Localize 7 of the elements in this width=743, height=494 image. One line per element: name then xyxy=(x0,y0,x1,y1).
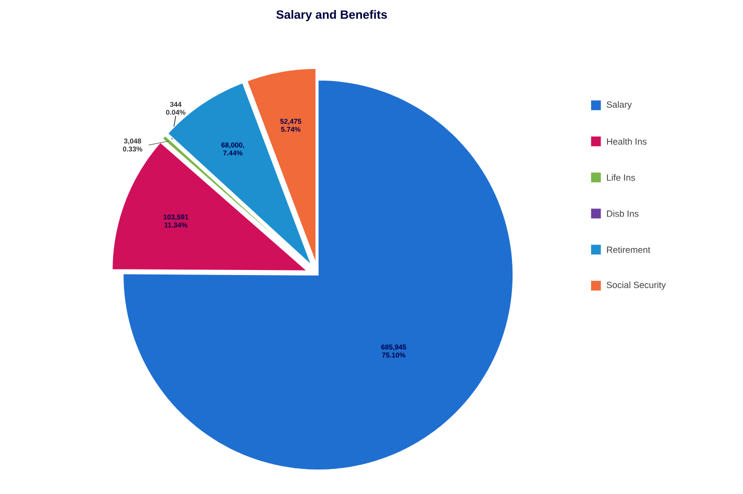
legend-label: Life Ins xyxy=(607,174,635,181)
legend-label: Retirement xyxy=(607,246,650,253)
legend-label: Disb Ins xyxy=(607,210,638,217)
legend-label: Health Ins xyxy=(607,138,646,145)
legend-label: Salary xyxy=(606,101,632,110)
legend-label: Social Security xyxy=(606,282,666,290)
chart-title: Salary and Benefits xyxy=(276,10,387,22)
